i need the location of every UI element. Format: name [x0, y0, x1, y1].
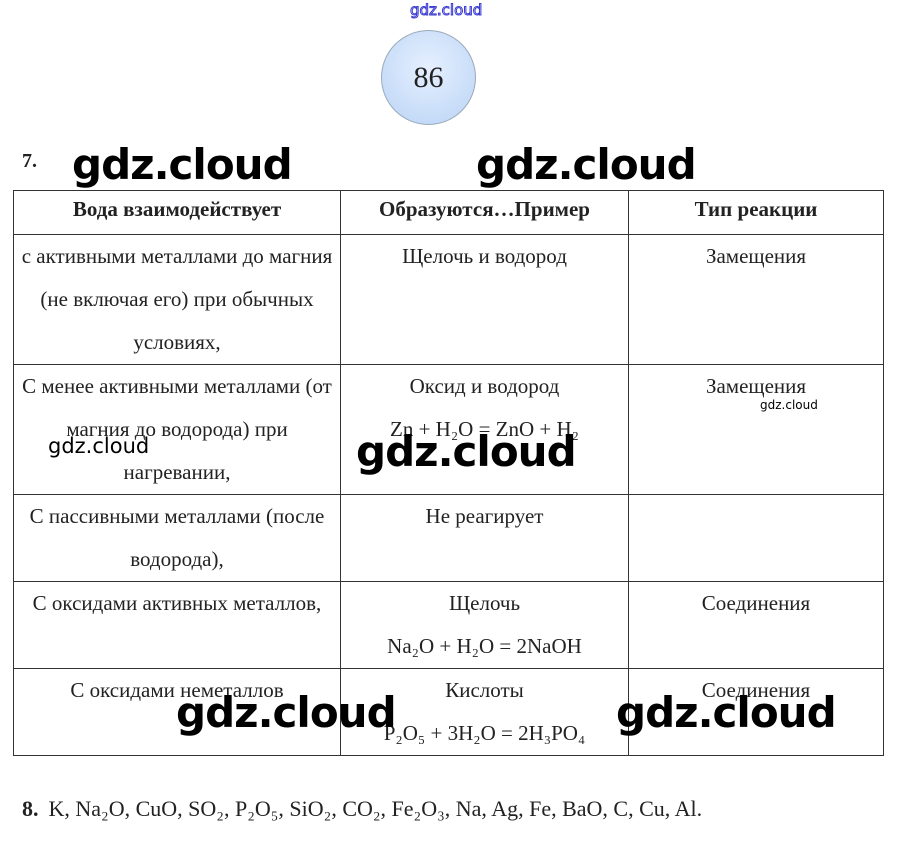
- watermark: gdz.cloud: [476, 140, 697, 189]
- cell-products: Не реагирует: [340, 494, 629, 582]
- header-cell: Вода взаимодействует: [13, 190, 341, 235]
- cell-type: Соединения: [628, 581, 884, 669]
- watermark: gdz.cloud: [72, 140, 293, 189]
- cell-products: Щелочь и водород: [340, 234, 629, 365]
- cell-type: Замещения: [628, 364, 884, 495]
- cell-products: Оксид и водород Zn + H₂O = ZnO + H₂: [340, 364, 629, 495]
- example: Na₂O + H₂O = 2NaOH: [387, 634, 582, 658]
- task-8-answer: K, Na₂O, CuO, SO₂, P₂O₅, SiO₂, CO₂, Fe₂O…: [48, 796, 703, 821]
- task-8-number: 8.: [22, 796, 39, 821]
- task-7-number: 7.: [22, 150, 37, 172]
- header-cell: Тип реакции: [628, 190, 884, 235]
- cell-products: Щелочь Na₂O + H₂O = 2NaOH: [340, 581, 629, 669]
- example: Zn + H₂O = ZnO + H₂: [390, 417, 579, 441]
- page-number: 86: [381, 30, 476, 125]
- watermark: gdz.cloud: [48, 434, 150, 458]
- cell-with: С менее активными металлами (от магния д…: [13, 364, 341, 495]
- task-7-table: Вода взаимодействует Образуются…Пример Т…: [13, 190, 884, 756]
- watermark: gdz.cloud: [356, 427, 577, 476]
- watermark: gdz.cloud: [760, 398, 818, 412]
- table-row: С пассивными металлами (после водорода),…: [13, 494, 884, 582]
- cell-with: С оксидами активных металлов,: [13, 581, 341, 669]
- products: Кислоты: [445, 678, 524, 702]
- cell-with: с активными металлами до магния (не вклю…: [13, 234, 341, 365]
- products: Щелочь: [448, 591, 521, 615]
- cell-type: Соединения: [628, 668, 884, 756]
- table-row: с активными металлами до магния (не вклю…: [13, 234, 884, 365]
- cell-products: Кислоты P₂O₅ + 3H₂O = 2H₃PO₄: [340, 668, 629, 756]
- cell-type: [628, 494, 884, 582]
- header-cell: Образуются…Пример: [340, 190, 629, 235]
- watermark: gdz.cloud: [409, 1, 483, 20]
- products: Не реагирует: [425, 504, 544, 528]
- table-row: С оксидами неметаллов Кислоты P₂O₅ + 3H₂O…: [13, 668, 884, 756]
- table-header-row: Вода взаимодействует Образуются…Пример Т…: [13, 190, 884, 235]
- table-row: С оксидами активных металлов, Щелочь Na₂O…: [13, 581, 884, 669]
- watermark: gdz.cloud: [616, 688, 837, 737]
- cell-type: Замещения: [628, 234, 884, 365]
- cell-with: С пассивными металлами (после водорода),: [13, 494, 341, 582]
- products: Щелочь и водород: [402, 244, 567, 268]
- products: Оксид и водород: [409, 374, 560, 398]
- watermark: gdz.cloud: [176, 688, 397, 737]
- task-8: 8. K, Na₂O, CuO, SO₂, P₂O₅, SiO₂, CO₂, Fe…: [22, 796, 702, 822]
- cell-with: С оксидами неметаллов: [13, 668, 341, 756]
- example: P₂O₅ + 3H₂O = 2H₃PO₄: [383, 721, 586, 745]
